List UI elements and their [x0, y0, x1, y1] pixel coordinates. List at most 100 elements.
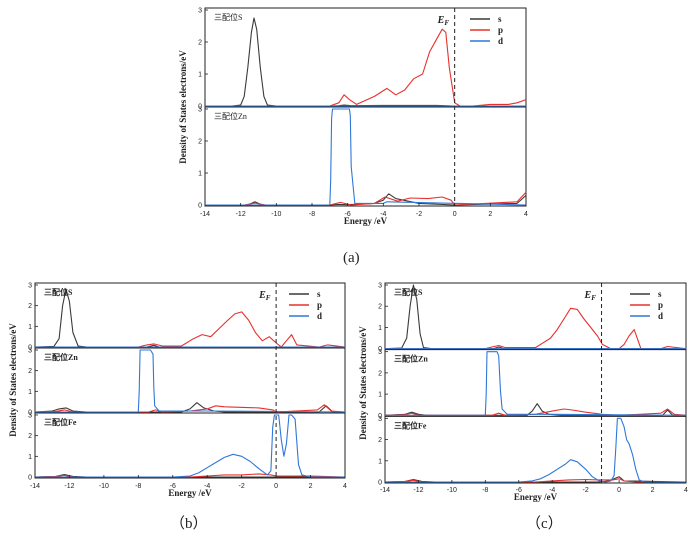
x-tick-label: 4	[343, 483, 347, 490]
y-tick-label: 1	[198, 72, 202, 79]
y-tick-label: 3	[28, 348, 32, 355]
y-axis-label: Density of States electrons/eV	[8, 323, 18, 437]
y-tick-label: 2	[28, 303, 32, 310]
panel-label: 三配位S	[214, 12, 242, 22]
x-tick-label: 4	[684, 487, 688, 494]
legend-label-s: s	[498, 14, 502, 24]
legend-label-d: d	[498, 36, 503, 46]
x-tick-label: -4	[549, 487, 555, 494]
x-tick-label: -4	[204, 483, 210, 490]
series-p-line	[34, 473, 346, 478]
y-tick-label: 1	[198, 171, 202, 178]
panel-label: 三配位Fe	[44, 417, 77, 427]
series-d-line	[35, 349, 346, 413]
legend-label-d: d	[317, 311, 322, 321]
x-tick-label: -10	[99, 483, 109, 490]
legend-label-p: p	[658, 300, 663, 310]
legend-label-d: d	[658, 311, 663, 321]
x-tick-label: 2	[309, 483, 313, 490]
series-p-line	[384, 478, 686, 483]
series-s-line	[205, 17, 526, 107]
x-tick-label: -14	[30, 483, 40, 490]
y-tick-label: 2	[378, 370, 382, 377]
x-tick-label: -6	[170, 483, 176, 490]
fermi-label: EF	[584, 290, 597, 302]
y-tick-label: 2	[28, 433, 32, 440]
x-tick-label: 2	[488, 211, 492, 218]
legend-label-s: s	[658, 289, 662, 299]
y-tick-label: 0	[378, 480, 382, 487]
panel-label: 三配位Zn	[214, 111, 247, 121]
y-tick-label: 2	[378, 437, 382, 444]
x-tick-label: -6	[516, 487, 522, 494]
x-tick-label: -14	[380, 487, 390, 494]
x-tick-label: -8	[482, 487, 488, 494]
x-tick-label: 0	[274, 483, 278, 490]
x-tick-label: -2	[583, 487, 589, 494]
x-tick-label: -4	[380, 211, 386, 218]
series-s-line	[384, 403, 686, 416]
x-tick-label: -12	[413, 487, 423, 494]
fermi-label: EF	[258, 290, 271, 302]
y-tick-label: 0	[28, 475, 32, 482]
series-s-line	[34, 288, 345, 348]
y-tick-label: 1	[378, 392, 382, 399]
panel-label: 三配位Fe	[394, 420, 427, 430]
chart-c: 0 1 2 3 三配位S 0 1 2 3 三配位Zn 0 1 2 3 三配位Fe EF spd -14 -12 -10…	[358, 282, 688, 502]
caption-a: (a)	[343, 250, 360, 266]
chart-b: 0 1 2 3 三配位S 0 1 2 3 三配位Zn 0 1 2 3 三配位Fe EF spd -14 -12 -10…	[8, 282, 347, 498]
series-d-line	[385, 417, 686, 483]
x-tick-label: -6	[345, 211, 351, 218]
panel-label: 三配位Zn	[44, 352, 78, 362]
x-tick-label: 0	[453, 211, 457, 218]
x-tick-label: -8	[309, 211, 315, 218]
y-tick-label: 3	[378, 283, 382, 290]
x-tick-label: -12	[236, 211, 246, 218]
panel-label: 三配位S	[394, 287, 423, 297]
y-tick-label: 1	[28, 324, 32, 331]
y-tick-label: 0	[28, 410, 32, 417]
x-tick-label: -14	[200, 211, 210, 218]
series-p-line	[35, 311, 346, 348]
y-tick-label: 0	[378, 346, 382, 353]
y-tick-label: 2	[378, 304, 382, 311]
x-axis-label: Energy /eV	[514, 492, 558, 502]
plot-frame	[384, 282, 687, 484]
y-tick-label: 1	[28, 389, 32, 396]
caption-b: （b）	[170, 515, 208, 532]
y-tick-label: 0	[378, 413, 382, 420]
series-p-line	[205, 191, 527, 206]
x-axis-label: Energy /eV	[344, 216, 388, 226]
x-tick-label: -2	[239, 483, 245, 490]
y-tick-label: 3	[198, 107, 202, 114]
series-p-line	[385, 307, 687, 350]
y-tick-label: 3	[28, 283, 32, 290]
x-axis-label: Energy /eV	[168, 488, 212, 498]
y-tick-label: 3	[378, 416, 382, 423]
y-tick-label: 0	[198, 104, 202, 111]
x-tick-label: -2	[416, 211, 422, 218]
fermi-label: EF	[437, 15, 450, 27]
y-tick-label: 3	[198, 8, 202, 15]
y-tick-label: 2	[198, 40, 202, 47]
x-tick-label: 4	[524, 211, 528, 218]
series-s-line	[384, 476, 687, 483]
y-tick-label: 3	[28, 413, 32, 420]
legend-label-p: p	[498, 25, 503, 35]
x-tick-label: -10	[271, 211, 281, 218]
y-tick-label: 0	[28, 345, 32, 352]
panel-label: 三配位S	[44, 287, 73, 297]
plot-frame	[34, 282, 346, 479]
caption-c: （c）	[526, 515, 563, 532]
legend-label-s: s	[317, 289, 321, 299]
x-tick-label: -10	[447, 487, 457, 494]
y-tick-label: 2	[198, 139, 202, 146]
chart-a: 0 1 2 3 三配位S 0 1 2 3 三配位Zn EF spd -14 -12 -10 -8 -6 -4 -2 0…	[178, 7, 528, 226]
y-axis-label: Density of States electrons/eV	[178, 50, 188, 164]
x-tick-label: -12	[64, 483, 74, 490]
y-axis-label: Density of States electrons/eV	[358, 326, 368, 440]
y-tick-label: 1	[28, 454, 32, 461]
series-s-line	[34, 402, 345, 413]
series-d-line	[385, 351, 687, 416]
